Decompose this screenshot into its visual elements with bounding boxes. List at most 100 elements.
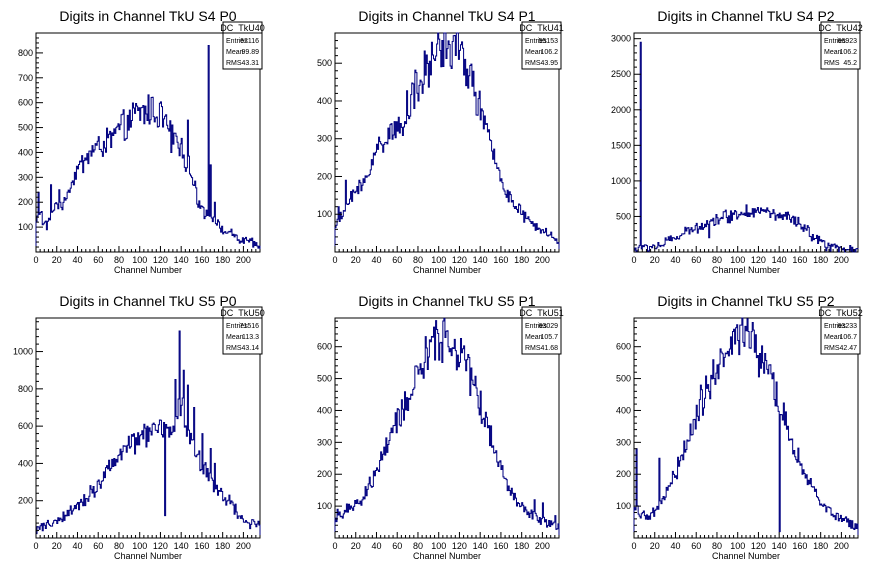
x-tick-label: 40 bbox=[371, 541, 381, 551]
x-tick-label: 100 bbox=[431, 541, 446, 551]
x-tick-label: 180 bbox=[514, 541, 529, 551]
y-tick-label: 1000 bbox=[611, 176, 631, 186]
x-tick-label: 140 bbox=[473, 541, 488, 551]
x-tick-label: 200 bbox=[535, 541, 550, 551]
y-tick-label: 200 bbox=[18, 197, 33, 207]
x-tick-label: 60 bbox=[93, 255, 103, 265]
stats-value-entries: 62116 bbox=[240, 38, 259, 45]
stats-value-rms: 42.47 bbox=[839, 345, 857, 352]
x-tick-label: 80 bbox=[413, 255, 423, 265]
y-tick-label: 600 bbox=[616, 342, 631, 352]
stats-name: DC_TkU51 bbox=[519, 308, 564, 318]
y-tick-label: 800 bbox=[18, 384, 33, 394]
stats-value-mean: 106.2 bbox=[839, 49, 857, 56]
histogram-series bbox=[633, 41, 859, 253]
chart-title: Digits in Channel TkU S5 P1 bbox=[358, 293, 535, 309]
y-tick-label: 2000 bbox=[611, 105, 631, 115]
stats-value-rms: 41.68 bbox=[540, 345, 558, 352]
stats-name: DC_TkU40 bbox=[220, 23, 265, 33]
y-tick-label: 500 bbox=[317, 374, 332, 384]
x-tick-label: 140 bbox=[174, 541, 189, 551]
y-tick-label: 500 bbox=[616, 374, 631, 384]
x-tick-label: 120 bbox=[153, 541, 168, 551]
x-tick-label: 180 bbox=[813, 255, 828, 265]
stats-box-border bbox=[521, 306, 562, 355]
x-tick-label: 140 bbox=[772, 255, 787, 265]
y-tick-label: 2500 bbox=[611, 69, 631, 79]
stats-box-border bbox=[222, 306, 263, 355]
stats-label-rms: RMS bbox=[824, 60, 840, 67]
x-tick-label: 0 bbox=[33, 541, 38, 551]
stats-value-rms: 43.14 bbox=[241, 345, 259, 352]
stats-label-mean: Mean bbox=[226, 334, 244, 341]
x-tick-label: 80 bbox=[114, 255, 124, 265]
x-tick-label: 80 bbox=[712, 255, 722, 265]
stats-label-rms: RMS bbox=[824, 345, 840, 352]
x-tick-label: 20 bbox=[650, 541, 660, 551]
x-tick-label: 0 bbox=[332, 255, 337, 265]
x-axis-label: Channel Number bbox=[413, 265, 481, 275]
y-tick-label: 600 bbox=[18, 98, 33, 108]
stats-box-border bbox=[222, 21, 263, 70]
stats-name: DC_TkU42 bbox=[818, 23, 863, 33]
stats-label-rms: RMS bbox=[525, 345, 541, 352]
x-tick-label: 160 bbox=[194, 541, 209, 551]
x-tick-label: 200 bbox=[834, 255, 849, 265]
stats-name: DC_TkU41 bbox=[519, 23, 564, 33]
stats-label-entries: Entries bbox=[226, 38, 248, 45]
x-tick-label: 60 bbox=[93, 541, 103, 551]
chart-title: Digits in Channel TkU S5 P0 bbox=[59, 293, 236, 309]
x-tick-label: 20 bbox=[351, 541, 361, 551]
x-tick-label: 180 bbox=[813, 541, 828, 551]
stats-label-entries: Entries bbox=[226, 323, 248, 330]
stats-value-entries: 63233 bbox=[838, 323, 858, 330]
x-tick-label: 120 bbox=[751, 255, 766, 265]
x-tick-label: 160 bbox=[194, 255, 209, 265]
stats-value-mean: 106.2 bbox=[540, 49, 558, 56]
x-tick-label: 200 bbox=[236, 255, 251, 265]
x-tick-label: 60 bbox=[392, 255, 402, 265]
x-tick-label: 40 bbox=[371, 255, 381, 265]
x-tick-label: 40 bbox=[72, 541, 82, 551]
x-axis-label: Channel Number bbox=[712, 265, 780, 275]
stats-value-mean: 106.7 bbox=[839, 334, 857, 341]
histogram-series bbox=[35, 44, 261, 252]
y-tick-label: 400 bbox=[317, 96, 332, 106]
x-tick-label: 140 bbox=[174, 255, 189, 265]
x-axis-label: Channel Number bbox=[712, 551, 780, 561]
stats-label-rms: RMS bbox=[226, 60, 242, 67]
stats-box-border bbox=[820, 21, 861, 70]
x-tick-label: 180 bbox=[514, 255, 529, 265]
x-tick-label: 0 bbox=[631, 541, 636, 551]
y-tick-label: 1000 bbox=[13, 347, 33, 357]
x-tick-label: 0 bbox=[332, 541, 337, 551]
chart-title: Digits in Channel TkU S4 P0 bbox=[59, 8, 236, 24]
stats-label-mean: Mean bbox=[525, 334, 543, 341]
x-tick-label: 160 bbox=[792, 541, 807, 551]
stats-value-entries: 63029 bbox=[539, 323, 559, 330]
stats-box-border bbox=[820, 306, 861, 355]
x-tick-label: 20 bbox=[52, 541, 62, 551]
stats-value-entries: 55153 bbox=[539, 38, 559, 45]
x-tick-label: 160 bbox=[493, 255, 508, 265]
stats-value-entries: 66923 bbox=[838, 38, 858, 45]
x-tick-label: 100 bbox=[730, 541, 745, 551]
x-tick-label: 200 bbox=[535, 255, 550, 265]
y-tick-label: 100 bbox=[317, 209, 332, 219]
stats-value-entries: 71516 bbox=[240, 323, 260, 330]
y-tick-label: 3000 bbox=[611, 34, 631, 44]
histogram-panel-4: Digits in Channel TkU S5 P1 0 20 40 60 80 100 1… bbox=[317, 293, 564, 561]
y-tick-label: 800 bbox=[18, 48, 33, 58]
stats-label-entries: Entries bbox=[824, 38, 846, 45]
x-tick-label: 140 bbox=[772, 541, 787, 551]
histogram-series bbox=[334, 317, 560, 538]
stats-value-rms: 45.2 bbox=[843, 60, 857, 67]
x-tick-label: 180 bbox=[215, 255, 230, 265]
